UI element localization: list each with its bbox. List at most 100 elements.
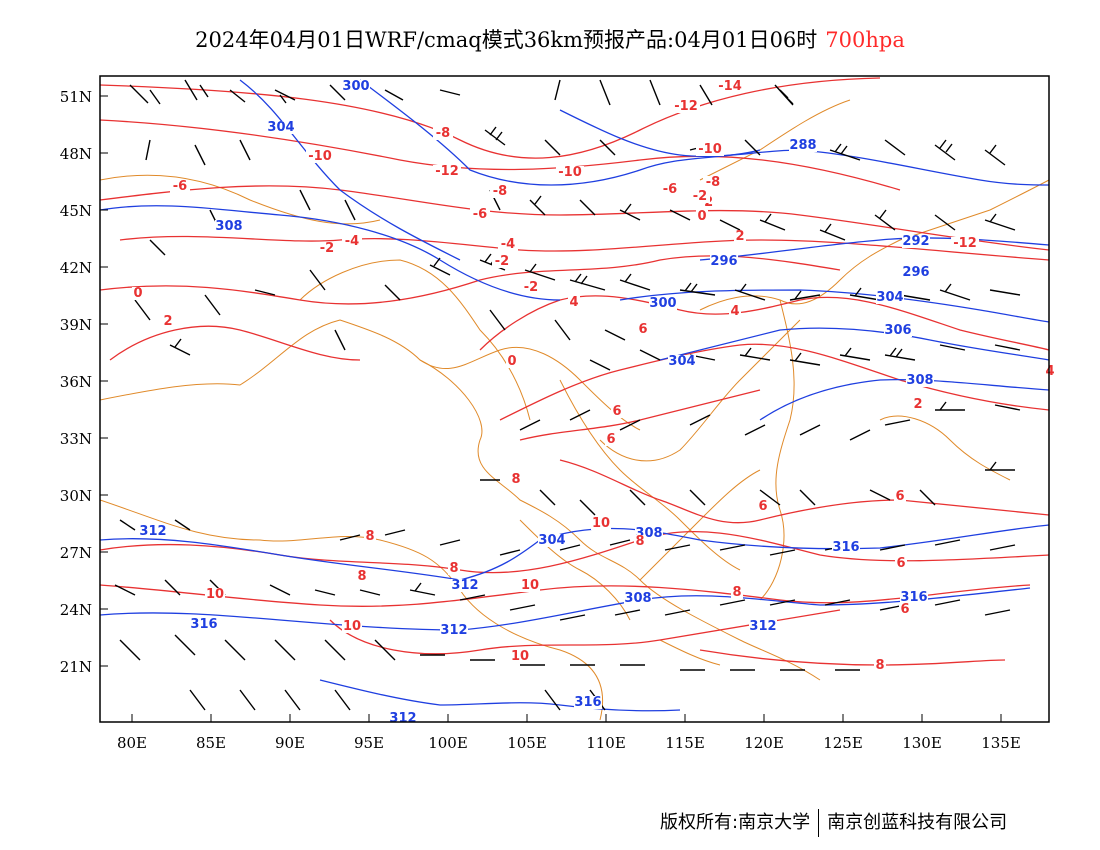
contour-label: 312 — [440, 623, 467, 638]
contour-label-bg — [757, 500, 769, 513]
lat-label: 42N — [60, 259, 92, 277]
contour-label-bg — [433, 127, 453, 140]
contour-label: 296 — [710, 254, 737, 269]
contour-label-bg — [672, 100, 700, 113]
contour-label-bg — [749, 620, 777, 633]
contour-label: -8 — [706, 175, 720, 190]
contour-label: -8 — [493, 184, 507, 199]
contour-label: -10 — [698, 142, 722, 157]
contour-label-bg — [205, 588, 225, 601]
contour-label-bg — [139, 525, 167, 538]
contour-label: 10 — [592, 516, 610, 531]
contour-label-bg — [132, 287, 144, 300]
lat-label: 33N — [60, 430, 92, 448]
contour-label: 312 — [139, 524, 166, 539]
contour-label: 6 — [900, 602, 909, 617]
lon-label: 95E — [354, 734, 384, 752]
contour-label-bg — [690, 190, 710, 203]
contour-label-bg — [364, 530, 376, 543]
contour-label: 0 — [697, 209, 706, 224]
contour-label: 304 — [668, 354, 695, 369]
contour-label-bg — [510, 650, 530, 663]
contour-label: 8 — [365, 529, 374, 544]
contour-label-bg — [1044, 365, 1056, 378]
contour-label-bg — [902, 235, 930, 248]
contour-label-bg — [356, 570, 368, 583]
contour-label: 312 — [749, 619, 776, 634]
contour-label: 308 — [215, 219, 242, 234]
contour-label: 8 — [511, 472, 520, 487]
contour-label: 304 — [267, 120, 294, 135]
lon-label: 90E — [275, 734, 305, 752]
contour-label: -6 — [173, 179, 187, 194]
contour-label-bg — [899, 603, 911, 616]
contour-label-bg — [649, 297, 677, 310]
contour-label: 8 — [635, 534, 644, 549]
contour-label: -6 — [473, 207, 487, 222]
contour-label-bg — [520, 579, 540, 592]
lat-label: 39N — [60, 316, 92, 334]
contour-label-bg — [734, 230, 746, 243]
contour-label-bg — [884, 324, 912, 337]
contour-label: -4 — [345, 234, 359, 249]
contour-label: 10 — [206, 587, 224, 602]
contour-label: -2 — [693, 189, 707, 204]
contour-label: -10 — [558, 165, 582, 180]
contour-label: 2 — [735, 229, 744, 244]
contour-label-bg — [451, 579, 479, 592]
contour-label-bg — [591, 517, 611, 530]
map-frame — [99, 75, 1050, 723]
contour-label-bg — [306, 150, 334, 163]
contour-label-bg — [498, 238, 518, 251]
latitude-axis: 51N 48N 45N 42N 39N 36N 33N 30N 27N 24N 21N — [60, 88, 108, 676]
contour-label: -14 — [718, 79, 742, 94]
contour-label-bg — [574, 696, 602, 709]
contour-label: -12 — [953, 236, 977, 251]
contour-label: 306 — [884, 323, 911, 338]
contour-label-bg — [470, 208, 490, 221]
contour-label: -2 — [495, 254, 509, 269]
contour-label-bg — [729, 305, 741, 318]
temperature-contour-labels: -14 -12 -8 -10 -6 -12 -10 -10 -8 -8 -6 -6 -2 -4 -2 -2 -2… — [132, 79, 1056, 673]
contour-label: -8 — [436, 126, 450, 141]
contour-label: 308 — [906, 373, 933, 388]
contour-label-bg — [506, 355, 518, 368]
contour-label-bg — [895, 557, 907, 570]
lat-label: 51N — [60, 88, 92, 106]
contour-label-bg — [900, 591, 928, 604]
contour-label-bg — [696, 143, 724, 156]
contour-label-bg — [902, 266, 930, 279]
footer-copyright: 版权所有:南京大学 南京创蓝科技有限公司 — [660, 808, 1007, 837]
contour-label: 288 — [789, 138, 816, 153]
contour-label: -12 — [435, 164, 459, 179]
contour-label: 316 — [900, 590, 927, 605]
company-name: 南京创蓝科技有限公司 — [827, 812, 1008, 833]
lon-label: 120E — [744, 734, 784, 752]
contour-label: 8 — [732, 585, 741, 600]
contour-label-bg — [556, 166, 584, 179]
contour-label: 2 — [163, 314, 172, 329]
lat-label: 27N — [60, 544, 92, 562]
contour-label-bg — [660, 183, 680, 196]
footer-divider — [818, 809, 820, 837]
lat-label: 24N — [60, 601, 92, 619]
contour-label: 8 — [875, 658, 884, 673]
contour-label: 0 — [507, 354, 516, 369]
lon-label: 130E — [902, 734, 942, 752]
contour-label: 2 — [913, 397, 922, 412]
lat-label: 36N — [60, 373, 92, 391]
contour-label: 292 — [902, 234, 929, 249]
contour-label-bg — [510, 473, 522, 486]
contour-label: -12 — [674, 99, 698, 114]
contour-label: 4 — [569, 295, 578, 310]
copyright-text: 版权所有:南京大学 — [660, 812, 811, 833]
contour-label-bg — [696, 210, 708, 223]
contour-label-bg — [342, 235, 362, 248]
contour-label-bg — [624, 592, 652, 605]
contour-label: -4 — [501, 237, 515, 252]
contour-label: 6 — [758, 499, 767, 514]
lon-label: 105E — [507, 734, 547, 752]
contour-label: 312 — [389, 711, 416, 726]
contour-label-bg — [731, 586, 743, 599]
